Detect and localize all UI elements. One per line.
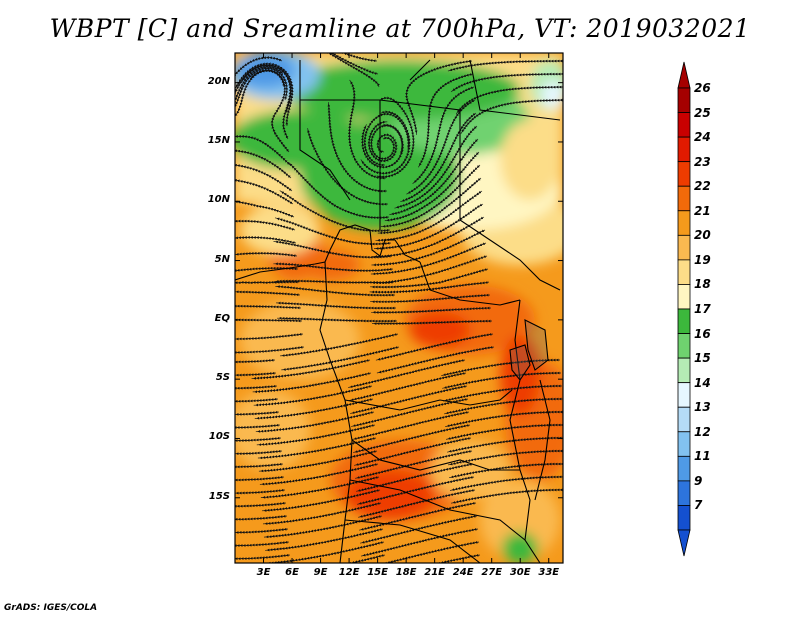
legend-value-label: 26 [694, 81, 711, 95]
lat-tick-label: 5N [214, 253, 230, 265]
map-frame [234, 52, 564, 564]
legend-swatch [677, 382, 691, 408]
legend-swatch [677, 87, 691, 113]
legend-swatch [677, 431, 691, 457]
streamline [441, 358, 560, 376]
legend-value-label: 9 [694, 473, 703, 488]
lat-tick-label: EQ [214, 312, 230, 324]
streamline [577, 230, 580, 231]
streamline [449, 462, 563, 479]
legend-swatch [677, 357, 691, 384]
streamline [445, 410, 563, 428]
legend-value-label: 23 [694, 154, 711, 169]
legend-value-label: 13 [694, 400, 711, 415]
streamline [371, 306, 492, 314]
legend-top-arrow [677, 61, 691, 89]
lon-tick-label: 3E [256, 567, 271, 578]
streamline [442, 371, 561, 389]
streamline [267, 541, 385, 563]
legend-value-label: 24 [694, 130, 711, 145]
lon-tick-label: 18E [395, 567, 417, 578]
lon-tick-label: 15E [367, 567, 388, 578]
legend-swatch [677, 210, 691, 236]
legend-value-label: 20 [694, 228, 711, 243]
lat-tick-label: 5S [215, 372, 230, 384]
streamline [447, 59, 563, 72]
legend-value-label: 25 [694, 105, 711, 120]
legend-value-label: 12 [694, 424, 711, 439]
lon-tick-label: 21E [424, 567, 446, 578]
lon-tick-label: 12E [338, 567, 360, 578]
legend-value-label: 7 [694, 498, 703, 513]
streamline [420, 553, 481, 563]
lat-tick-label: 15S [208, 490, 230, 502]
legend-swatch [677, 480, 691, 506]
streamline [578, 243, 581, 244]
lon-tick-label: 27E [481, 567, 503, 578]
legend-bottom-arrow [677, 529, 691, 557]
legend-value-label: 21 [694, 203, 711, 218]
legend-value-label: 18 [694, 277, 711, 292]
lat-tick-label: 10S [208, 431, 230, 443]
map-title: WBPT [C] and Sreamline at 700hPa, VT: 20… [49, 14, 751, 43]
legend-swatch [677, 333, 691, 359]
country-borders [235, 59, 561, 563]
legend-swatch [677, 308, 691, 334]
streamline [450, 488, 563, 504]
streamline [450, 72, 563, 93]
legend-value-label: 22 [694, 179, 711, 194]
legend-value-label: 14 [694, 375, 711, 390]
streamline [328, 554, 386, 563]
streamline [448, 449, 563, 466]
streamline [580, 269, 583, 270]
lon-tick-label: 24E [452, 567, 474, 578]
legend-value-label: 19 [694, 252, 711, 267]
lon-tick-label: 9E [313, 567, 328, 578]
legend-swatch [677, 234, 691, 261]
streamline [579, 256, 582, 257]
legend-value-label: 11 [694, 449, 711, 464]
streamline [235, 553, 291, 561]
streamline [273, 240, 393, 259]
streamline [576, 217, 579, 218]
lon-tick-label: 33E [538, 567, 560, 578]
streamline [372, 319, 493, 325]
legend-swatch [677, 112, 691, 138]
legend-value-label: 15 [694, 351, 711, 366]
legend-value-label: 17 [694, 302, 711, 316]
legend-value-label: 16 [694, 326, 711, 341]
lat-tick-label: 10N [207, 194, 230, 206]
lon-tick-label: 6E [285, 567, 299, 578]
legend-swatch [677, 259, 691, 285]
color-legend [677, 61, 691, 557]
legend-swatch [677, 505, 691, 531]
legend-swatch [677, 406, 691, 433]
legend-swatch [677, 136, 691, 163]
lon-tick-label: 30E [509, 567, 531, 578]
legend-swatch [677, 161, 691, 187]
streamlines [235, 53, 583, 563]
streamline [444, 397, 563, 415]
axis-ticks [235, 53, 563, 563]
legend-swatch [677, 284, 691, 310]
legend-swatch [677, 455, 691, 482]
streamline [446, 423, 563, 440]
streamline [447, 436, 563, 453]
legend-swatch [677, 185, 691, 212]
streamline [449, 475, 563, 491]
lat-tick-label: 20N [207, 75, 230, 87]
software-credit: GrADS: IGES/COLA [4, 603, 98, 613]
lat-tick-label: 15N [207, 134, 230, 146]
